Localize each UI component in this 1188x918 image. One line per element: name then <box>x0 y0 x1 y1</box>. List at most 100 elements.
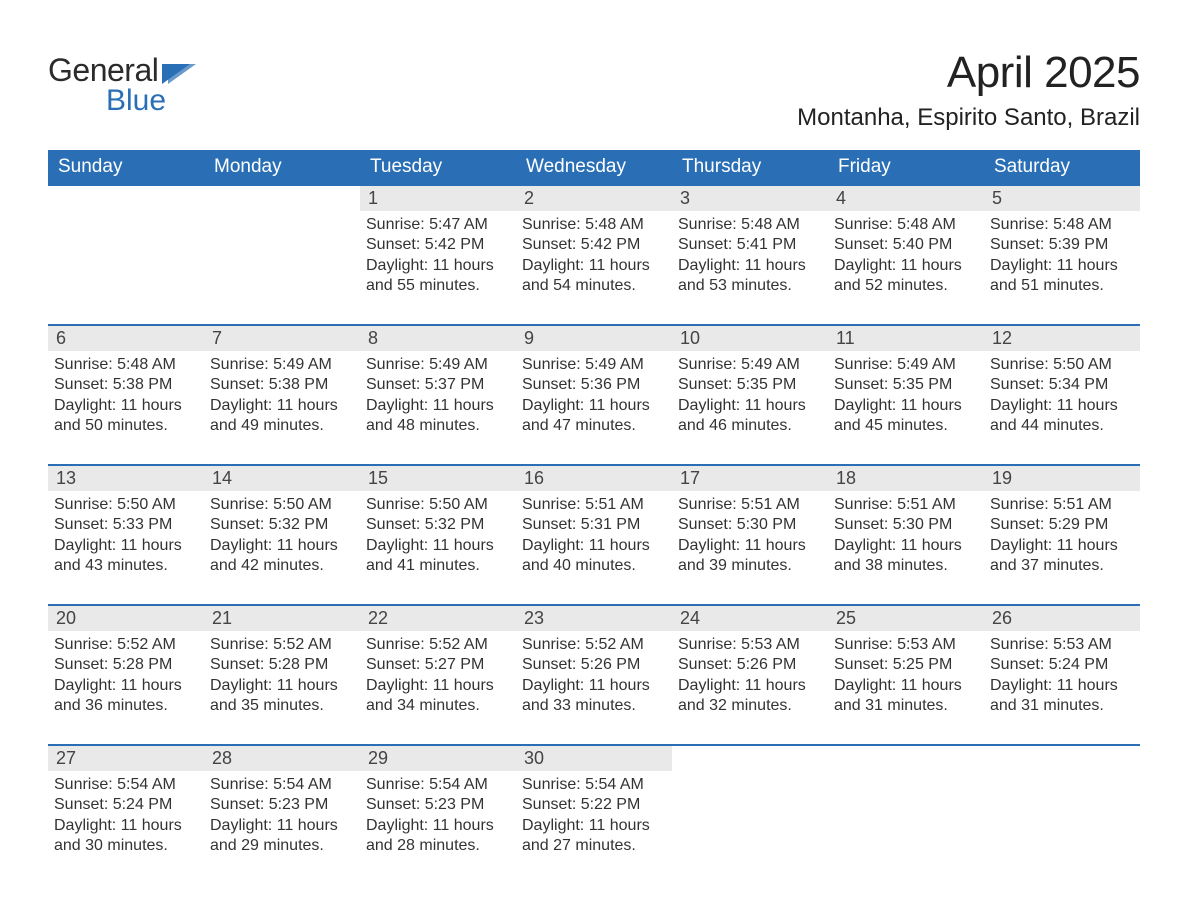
daylight-text-1: Daylight: 11 hours <box>990 536 1134 556</box>
daylight-text-2: and 39 minutes. <box>678 556 822 576</box>
day-number: 12 <box>984 326 1140 351</box>
sunset-text: Sunset: 5:30 PM <box>678 515 822 535</box>
daylight-text-2: and 34 minutes. <box>366 696 510 716</box>
sunrise-text: Sunrise: 5:49 AM <box>366 355 510 375</box>
calendar-cell: 24Sunrise: 5:53 AMSunset: 5:26 PMDayligh… <box>672 604 828 744</box>
daylight-text-1: Daylight: 11 hours <box>834 676 978 696</box>
sunrise-text: Sunrise: 5:52 AM <box>210 635 354 655</box>
calendar-grid: SundayMondayTuesdayWednesdayThursdayFrid… <box>48 150 1140 884</box>
sunset-text: Sunset: 5:25 PM <box>834 655 978 675</box>
day-info: Sunrise: 5:49 AMSunset: 5:38 PMDaylight:… <box>204 351 360 437</box>
daylight-text-2: and 32 minutes. <box>678 696 822 716</box>
sunset-text: Sunset: 5:28 PM <box>54 655 198 675</box>
sunrise-text: Sunrise: 5:54 AM <box>54 775 198 795</box>
daylight-text-1: Daylight: 11 hours <box>834 396 978 416</box>
location-subtitle: Montanha, Espirito Santo, Brazil <box>797 104 1140 132</box>
calendar-cell: 5Sunrise: 5:48 AMSunset: 5:39 PMDaylight… <box>984 184 1140 324</box>
sunrise-text: Sunrise: 5:49 AM <box>678 355 822 375</box>
day-info: Sunrise: 5:52 AMSunset: 5:26 PMDaylight:… <box>516 631 672 717</box>
sunset-text: Sunset: 5:37 PM <box>366 375 510 395</box>
daylight-text-2: and 43 minutes. <box>54 556 198 576</box>
day-info: Sunrise: 5:50 AMSunset: 5:33 PMDaylight:… <box>48 491 204 577</box>
day-info: Sunrise: 5:49 AMSunset: 5:36 PMDaylight:… <box>516 351 672 437</box>
calendar-cell: 19Sunrise: 5:51 AMSunset: 5:29 PMDayligh… <box>984 464 1140 604</box>
daylight-text-1: Daylight: 11 hours <box>366 396 510 416</box>
day-header: Thursday <box>672 150 828 184</box>
daylight-text-1: Daylight: 11 hours <box>54 676 198 696</box>
logo-blue-text: Blue <box>106 86 196 116</box>
calendar-cell: 25Sunrise: 5:53 AMSunset: 5:25 PMDayligh… <box>828 604 984 744</box>
calendar-cell: 13Sunrise: 5:50 AMSunset: 5:33 PMDayligh… <box>48 464 204 604</box>
day-number: 22 <box>360 606 516 631</box>
sunset-text: Sunset: 5:31 PM <box>522 515 666 535</box>
sunrise-text: Sunrise: 5:49 AM <box>834 355 978 375</box>
calendar-cell: 12Sunrise: 5:50 AMSunset: 5:34 PMDayligh… <box>984 324 1140 464</box>
sunset-text: Sunset: 5:22 PM <box>522 795 666 815</box>
day-info: Sunrise: 5:51 AMSunset: 5:29 PMDaylight:… <box>984 491 1140 577</box>
daylight-text-1: Daylight: 11 hours <box>54 816 198 836</box>
sunrise-text: Sunrise: 5:50 AM <box>210 495 354 515</box>
daylight-text-1: Daylight: 11 hours <box>678 396 822 416</box>
sunrise-text: Sunrise: 5:49 AM <box>210 355 354 375</box>
sunrise-text: Sunrise: 5:53 AM <box>678 635 822 655</box>
sunset-text: Sunset: 5:41 PM <box>678 235 822 255</box>
sunset-text: Sunset: 5:26 PM <box>522 655 666 675</box>
daylight-text-2: and 31 minutes. <box>834 696 978 716</box>
day-info: Sunrise: 5:48 AMSunset: 5:40 PMDaylight:… <box>828 211 984 297</box>
day-info: Sunrise: 5:53 AMSunset: 5:24 PMDaylight:… <box>984 631 1140 717</box>
daylight-text-1: Daylight: 11 hours <box>366 256 510 276</box>
daylight-text-1: Daylight: 11 hours <box>54 396 198 416</box>
daylight-text-1: Daylight: 11 hours <box>366 536 510 556</box>
daylight-text-2: and 41 minutes. <box>366 556 510 576</box>
day-info: Sunrise: 5:50 AMSunset: 5:34 PMDaylight:… <box>984 351 1140 437</box>
daylight-text-2: and 31 minutes. <box>990 696 1134 716</box>
calendar-cell: 15Sunrise: 5:50 AMSunset: 5:32 PMDayligh… <box>360 464 516 604</box>
day-info: Sunrise: 5:54 AMSunset: 5:23 PMDaylight:… <box>360 771 516 857</box>
calendar-cell <box>204 184 360 324</box>
sunset-text: Sunset: 5:42 PM <box>522 235 666 255</box>
sunset-text: Sunset: 5:24 PM <box>54 795 198 815</box>
day-header: Friday <box>828 150 984 184</box>
sunrise-text: Sunrise: 5:50 AM <box>366 495 510 515</box>
calendar-cell: 23Sunrise: 5:52 AMSunset: 5:26 PMDayligh… <box>516 604 672 744</box>
daylight-text-2: and 27 minutes. <box>522 836 666 856</box>
sunset-text: Sunset: 5:33 PM <box>54 515 198 535</box>
daylight-text-2: and 36 minutes. <box>54 696 198 716</box>
logo-general-text: General <box>48 54 158 86</box>
daylight-text-2: and 53 minutes. <box>678 276 822 296</box>
calendar-cell <box>828 744 984 884</box>
sunset-text: Sunset: 5:24 PM <box>990 655 1134 675</box>
daylight-text-1: Daylight: 11 hours <box>366 676 510 696</box>
title-block: April 2025 Montanha, Espirito Santo, Bra… <box>797 48 1140 132</box>
sunset-text: Sunset: 5:38 PM <box>54 375 198 395</box>
sunrise-text: Sunrise: 5:51 AM <box>834 495 978 515</box>
day-number: 20 <box>48 606 204 631</box>
header-row: General Blue April 2025 Montanha, Espiri… <box>48 48 1140 132</box>
daylight-text-2: and 46 minutes. <box>678 416 822 436</box>
day-info: Sunrise: 5:51 AMSunset: 5:30 PMDaylight:… <box>672 491 828 577</box>
daylight-text-1: Daylight: 11 hours <box>522 816 666 836</box>
sunrise-text: Sunrise: 5:47 AM <box>366 215 510 235</box>
day-info: Sunrise: 5:48 AMSunset: 5:41 PMDaylight:… <box>672 211 828 297</box>
day-number: 21 <box>204 606 360 631</box>
calendar-cell: 14Sunrise: 5:50 AMSunset: 5:32 PMDayligh… <box>204 464 360 604</box>
calendar-cell: 9Sunrise: 5:49 AMSunset: 5:36 PMDaylight… <box>516 324 672 464</box>
daylight-text-2: and 55 minutes. <box>366 276 510 296</box>
daylight-text-2: and 37 minutes. <box>990 556 1134 576</box>
daylight-text-2: and 47 minutes. <box>522 416 666 436</box>
daylight-text-2: and 44 minutes. <box>990 416 1134 436</box>
day-info: Sunrise: 5:50 AMSunset: 5:32 PMDaylight:… <box>360 491 516 577</box>
calendar-cell: 2Sunrise: 5:48 AMSunset: 5:42 PMDaylight… <box>516 184 672 324</box>
calendar-cell: 7Sunrise: 5:49 AMSunset: 5:38 PMDaylight… <box>204 324 360 464</box>
calendar-cell: 1Sunrise: 5:47 AMSunset: 5:42 PMDaylight… <box>360 184 516 324</box>
sunrise-text: Sunrise: 5:54 AM <box>210 775 354 795</box>
sunset-text: Sunset: 5:29 PM <box>990 515 1134 535</box>
sunrise-text: Sunrise: 5:52 AM <box>366 635 510 655</box>
calendar-cell: 22Sunrise: 5:52 AMSunset: 5:27 PMDayligh… <box>360 604 516 744</box>
daylight-text-2: and 28 minutes. <box>366 836 510 856</box>
day-info: Sunrise: 5:52 AMSunset: 5:27 PMDaylight:… <box>360 631 516 717</box>
day-number: 30 <box>516 746 672 771</box>
daylight-text-1: Daylight: 11 hours <box>834 536 978 556</box>
calendar-cell: 11Sunrise: 5:49 AMSunset: 5:35 PMDayligh… <box>828 324 984 464</box>
sunrise-text: Sunrise: 5:51 AM <box>678 495 822 515</box>
